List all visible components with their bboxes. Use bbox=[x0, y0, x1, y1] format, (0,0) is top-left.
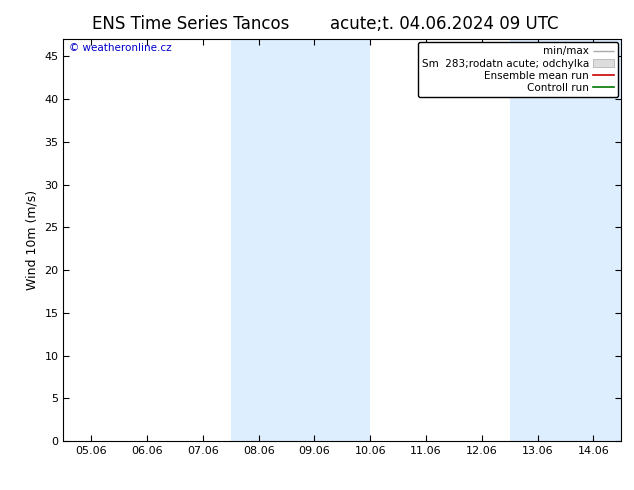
Text: acute;t. 04.06.2024 09 UTC: acute;t. 04.06.2024 09 UTC bbox=[330, 15, 558, 33]
Bar bbox=[231, 39, 370, 441]
Text: ENS Time Series Tancos: ENS Time Series Tancos bbox=[91, 15, 289, 33]
Legend: min/max, Sm  283;rodatn acute; odchylka, Ensemble mean run, Controll run: min/max, Sm 283;rodatn acute; odchylka, … bbox=[418, 42, 618, 97]
Text: © weatheronline.cz: © weatheronline.cz bbox=[69, 43, 172, 53]
Bar bbox=[510, 39, 621, 441]
Y-axis label: Wind 10m (m/s): Wind 10m (m/s) bbox=[26, 190, 39, 290]
